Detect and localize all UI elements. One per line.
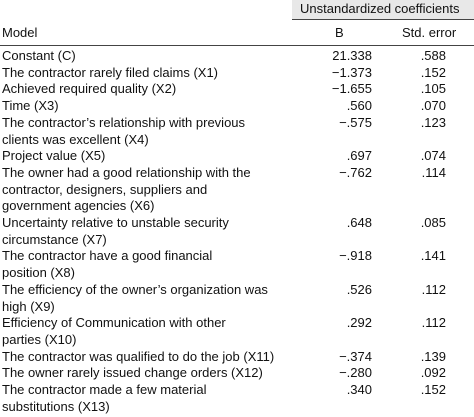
row-label: Constant (C) [2, 48, 76, 63]
b-value: .292 [346, 315, 372, 331]
row-label: Time (X3) [2, 98, 59, 114]
row-label: The efficiency of the owner’s organizati… [2, 281, 268, 297]
row-label: The contractor was qualified to do the j… [2, 348, 275, 364]
row-label: substitutions (X13) [2, 398, 110, 414]
se-value: .114 [421, 164, 446, 180]
se-value: .112 [421, 315, 446, 331]
b-value: 21.338 [332, 48, 372, 63]
b-value: −.374 [339, 348, 372, 364]
row-label: Efficiency of Communication with other [2, 315, 226, 331]
group-header: Unstandardized coefficients [300, 1, 460, 16]
row-label: position (X8) [2, 265, 75, 281]
se-value: .070 [420, 98, 446, 114]
se-value: .074 [420, 148, 446, 164]
row-label: circumstance (X7) [2, 231, 107, 247]
column-header: Model [2, 25, 38, 40]
se-value: .092 [420, 365, 446, 381]
row-label: Achieved required quality (X2) [2, 81, 177, 97]
row-label: The owner rarely issued change orders (X… [2, 365, 263, 381]
se-value: .139 [420, 348, 446, 364]
b-value: .340 [346, 382, 372, 397]
b-value: .697 [346, 148, 372, 164]
b-value: −1.655 [331, 81, 372, 97]
se-value: .588 [420, 48, 446, 63]
rule [292, 19, 474, 20]
row-label: Project value (X5) [2, 148, 106, 164]
row-label: clients was excellent (X4) [2, 131, 149, 147]
column-header: B [335, 25, 344, 40]
row-label: The contractor’s relationship with previ… [2, 114, 246, 130]
row-label: parties (X10) [2, 331, 77, 347]
row-label: Uncertainty relative to unstable securit… [2, 215, 229, 230]
row-label: The contractor made a few material [2, 382, 207, 397]
row-label: government agencies (X6) [2, 198, 155, 214]
se-value: .152 [420, 382, 446, 397]
se-value: .085 [420, 215, 446, 230]
group-header-bg [292, 0, 474, 19]
row-label: The owner had a good relationship with t… [2, 164, 251, 180]
b-value: −.762 [339, 164, 372, 180]
se-value: .105 [420, 81, 446, 97]
b-value: .648 [346, 215, 372, 230]
se-value: .123 [420, 114, 446, 130]
b-value: −.280 [339, 365, 372, 381]
b-value: −.575 [339, 114, 372, 130]
b-value: −.918 [339, 248, 372, 264]
row-label: high (X9) [2, 298, 55, 314]
se-value: .141 [420, 248, 446, 264]
rule [0, 45, 474, 46]
row-label: The contractor rarely filed claims (X1) [2, 64, 219, 80]
b-value: −1.373 [331, 64, 372, 80]
b-value: .526 [346, 281, 372, 297]
se-value: .152 [420, 64, 446, 80]
b-value: .560 [346, 98, 372, 114]
column-header: Std. error [402, 25, 457, 40]
row-label: contractor, designers, suppliers and [2, 181, 208, 197]
row-label: The contractor have a good financial [2, 248, 213, 264]
se-value: .112 [421, 281, 446, 297]
